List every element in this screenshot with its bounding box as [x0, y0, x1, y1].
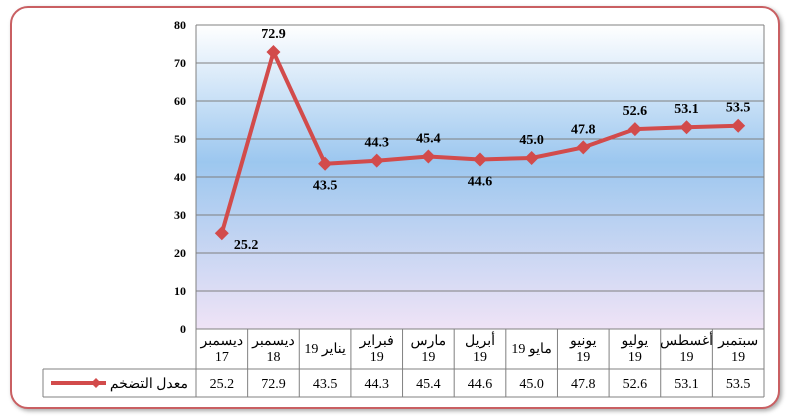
data-point — [318, 156, 333, 171]
data-label: 45.0 — [519, 133, 544, 148]
y-tick-label: 20 — [174, 246, 186, 260]
y-tick-label: 40 — [174, 170, 186, 184]
y-tick-label: 70 — [174, 56, 186, 70]
data-label: 47.8 — [571, 122, 596, 137]
x-tick-label: فبراير 19 — [359, 334, 394, 365]
legend-label: معدل التضخم — [110, 377, 188, 392]
data-label: 43.5 — [313, 179, 338, 194]
data-point — [421, 149, 436, 164]
x-tick-label: أبريل 19 — [465, 330, 495, 365]
data-point — [731, 118, 746, 133]
data-point — [524, 151, 539, 165]
y-tick-label: 60 — [174, 94, 186, 108]
x-tick-label: يناير 19 — [304, 342, 346, 357]
y-tick-label: 0 — [180, 322, 186, 336]
table-value: 53.1 — [674, 377, 699, 392]
data-label: 44.6 — [468, 175, 493, 190]
table-value: 52.6 — [623, 377, 648, 392]
gridlines — [196, 24, 764, 330]
data-label: 44.3 — [364, 136, 389, 151]
data-point — [627, 122, 642, 137]
data-label: 72.9 — [261, 27, 286, 42]
table-value: 45.0 — [519, 377, 544, 392]
y-tick-label: 50 — [174, 132, 186, 146]
data-point — [369, 153, 384, 168]
x-tick-label: يونيو 19 — [569, 334, 597, 365]
data-label: 52.6 — [623, 104, 648, 119]
table-value: 53.5 — [726, 377, 751, 392]
data-point — [266, 44, 281, 59]
data-label: 53.1 — [674, 102, 699, 117]
x-tick-label: أغسطس 19 — [660, 330, 713, 365]
series-group — [214, 44, 746, 241]
data-point — [679, 120, 694, 135]
data-point — [576, 140, 591, 155]
data-label: 45.4 — [416, 131, 441, 146]
legend-marker — [91, 378, 101, 388]
y-tick-label: 80 — [174, 18, 186, 32]
y-tick-label: 30 — [174, 208, 186, 222]
table-value: 47.8 — [571, 377, 596, 392]
x-tick-label: سبتمبر 19 — [717, 334, 758, 365]
data-point — [473, 152, 487, 167]
table-value: 25.2 — [210, 377, 235, 392]
x-tick-label: ديسمبر 17 — [199, 334, 243, 365]
y-tick-label: 10 — [174, 284, 186, 298]
data-table: ديسمبر 17 ديسمبر 18 يناير 19 فبراير 19 مارس 19 أب… — [42, 328, 765, 398]
x-tick-label: مارس 19 — [411, 334, 447, 365]
y-axis: 0 10 20 30 40 50 60 70 80 — [174, 18, 765, 397]
data-label: 53.5 — [726, 101, 751, 116]
table-value: 72.9 — [261, 377, 286, 392]
table-value: 44.6 — [468, 377, 493, 392]
table-value: 45.4 — [416, 377, 441, 392]
x-tick-label: يوليو 19 — [620, 334, 648, 365]
table-value: 44.3 — [364, 377, 389, 392]
data-point — [214, 226, 229, 241]
x-tick-label: ديسمبر 18 — [251, 334, 295, 365]
data-labels: 25.2 72.9 43.5 44.3 45.4 44.6 45.0 47.8 52.6 53.1… — [234, 27, 751, 253]
table-value: 43.5 — [313, 377, 338, 392]
x-tick-label: مايو 19 — [511, 342, 551, 357]
data-label: 25.2 — [234, 238, 259, 253]
